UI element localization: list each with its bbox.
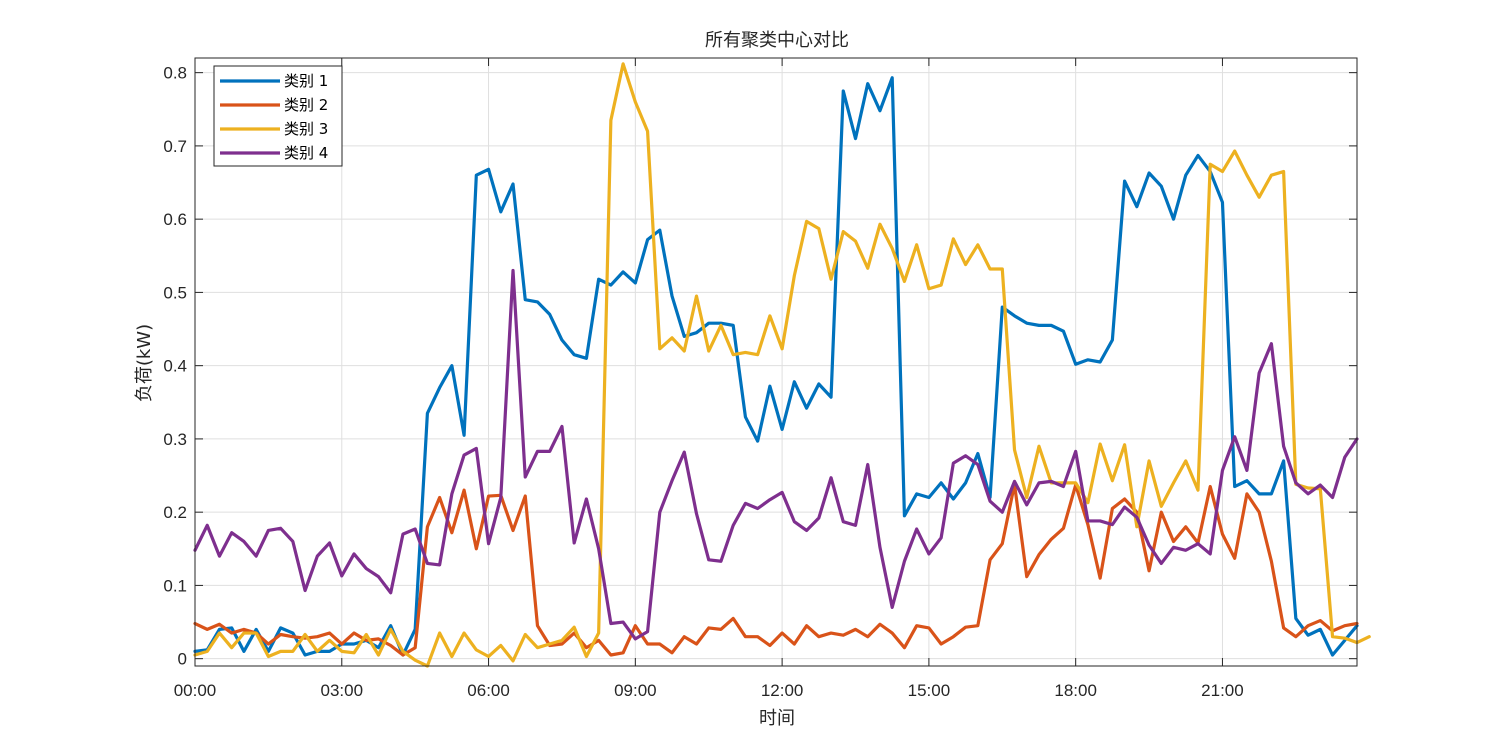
x-tick-label: 00:00	[174, 681, 217, 700]
chart-title: 所有聚类中心对比	[705, 30, 849, 51]
x-tick-label: 21:00	[1201, 681, 1244, 700]
legend: 类别 1 类别 2 类别 3 类别 4	[213, 65, 343, 167]
legend-label-2: 类别 2	[284, 96, 328, 114]
series-line-2	[193, 482, 1359, 657]
legend-label-4: 类别 4	[284, 144, 328, 162]
x-tick-label: 12:00	[761, 681, 804, 700]
grid	[194, 58, 1357, 666]
legend-label-3: 类别 3	[284, 120, 328, 138]
x-tick-label: 15:00	[908, 681, 951, 700]
y-tick-label: 0	[178, 650, 187, 669]
x-tick-label: 06:00	[467, 681, 510, 700]
series-lines	[193, 62, 1371, 668]
axes	[194, 57, 1358, 667]
tick-labels: 00:00 03:00 06:00 09:00 12:00 15:00 18:00 21:00…	[163, 64, 1243, 700]
legend-label-1: 类别 1	[284, 72, 328, 90]
x-tick-label: 18:00	[1054, 681, 1097, 700]
x-axis-title: 时间	[759, 708, 795, 729]
series-line-4	[193, 268, 1359, 641]
plot-area	[195, 58, 1357, 666]
y-tick-label: 0.4	[163, 357, 187, 376]
y-tick-label: 0.2	[163, 503, 187, 522]
y-tick-label: 0.8	[163, 64, 187, 83]
axes-box	[194, 57, 1358, 667]
y-tick-label: 0.5	[163, 283, 187, 302]
y-axis-title: 负荷(kW)	[134, 324, 155, 402]
y-tick-label: 0.7	[163, 137, 187, 156]
x-tick-label: 09:00	[614, 681, 657, 700]
series-line-3	[193, 62, 1371, 668]
y-tick-label: 0.3	[163, 430, 187, 449]
series-line-1	[193, 76, 1359, 657]
legend-box	[213, 65, 343, 167]
x-tick-label: 03:00	[321, 681, 364, 700]
y-tick-label: 0.6	[163, 210, 187, 229]
y-tick-label: 0.1	[163, 576, 187, 595]
